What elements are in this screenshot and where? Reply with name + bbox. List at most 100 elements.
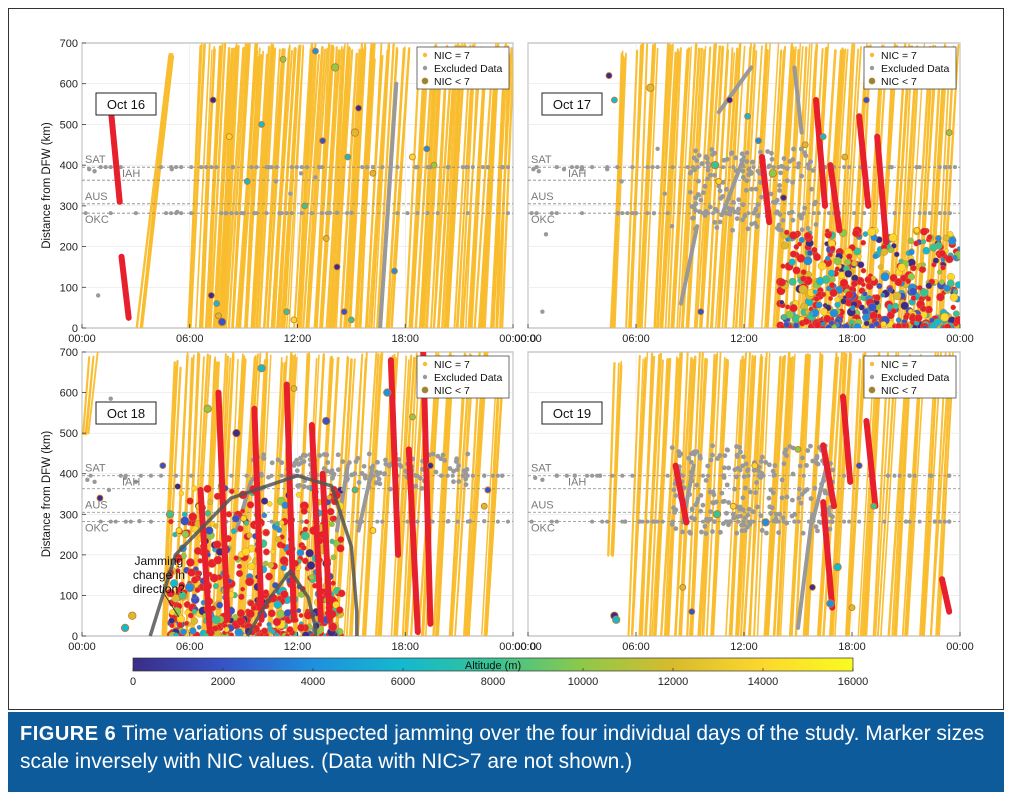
excluded-point	[784, 520, 790, 526]
nic7-track	[395, 357, 416, 636]
excluded-point	[727, 519, 733, 525]
excluded-point	[719, 212, 724, 218]
excluded-point	[772, 463, 778, 468]
nic7-track	[463, 352, 481, 636]
excluded-point	[309, 211, 314, 216]
excluded-point	[753, 186, 759, 192]
nic7-track	[701, 353, 716, 636]
nic7-track	[285, 44, 305, 328]
nic-lt7-point	[270, 628, 276, 635]
nic-lt7-point	[236, 569, 244, 578]
nic7-track	[258, 47, 277, 328]
y-tick-label: 300	[60, 509, 78, 521]
excluded-point	[703, 208, 709, 214]
nic-lt7-point	[890, 308, 897, 315]
excluded-point	[174, 209, 180, 215]
nic-lt7-point	[812, 289, 818, 295]
nic-lt7-point	[863, 320, 870, 327]
nic-lt7-point	[191, 608, 198, 615]
excluded-point	[746, 473, 751, 478]
excluded-point	[289, 211, 294, 216]
excluded-point	[98, 165, 103, 170]
excluded-point	[740, 168, 746, 174]
red-track	[863, 417, 879, 510]
excluded-point	[740, 463, 745, 469]
nic-lt7-point	[240, 586, 246, 592]
excluded-point	[620, 211, 625, 216]
excluded-point	[734, 530, 740, 536]
excluded-point	[721, 157, 727, 163]
excluded-point	[279, 460, 285, 466]
excluded-point	[746, 506, 752, 512]
excluded-point	[842, 519, 847, 524]
excluded-point	[590, 165, 595, 170]
excluded-point	[830, 514, 835, 520]
excluded-point	[219, 211, 224, 216]
excluded-point	[826, 211, 831, 216]
excluded-point	[380, 519, 385, 524]
excluded-point	[590, 473, 595, 478]
nic-lt7-point	[305, 548, 314, 558]
excluded-point	[797, 486, 802, 492]
excluded-point	[720, 499, 726, 505]
nic-lt7-point	[340, 308, 348, 316]
nic-lt7-point	[312, 47, 319, 55]
excluded-point	[687, 492, 693, 497]
nic-lt7-point	[913, 226, 921, 234]
excluded-point	[766, 163, 772, 169]
nic-lt7-point	[257, 364, 266, 373]
nic7-track	[482, 47, 501, 328]
excluded-point	[620, 473, 625, 478]
excluded-point	[269, 519, 274, 524]
nic7-track	[464, 356, 485, 636]
excluded-point	[689, 515, 694, 521]
nic-lt7-point	[886, 303, 893, 310]
nic7-track	[766, 45, 787, 328]
nic-lt7-point	[858, 304, 865, 311]
excluded-point	[669, 522, 675, 527]
nic-lt7-point	[850, 305, 856, 311]
excluded-point	[712, 172, 717, 178]
excluded-point	[676, 449, 682, 455]
excluded-point	[912, 473, 917, 478]
nic7-track	[456, 43, 475, 328]
nic-lt7-point	[940, 312, 950, 322]
excluded-point	[536, 169, 541, 174]
excluded-point	[365, 165, 370, 170]
excluded-point	[693, 195, 699, 201]
nic-lt7-point	[851, 280, 858, 288]
nic-lt7-point	[351, 486, 359, 494]
nic7-track	[872, 352, 890, 636]
excluded-point	[731, 165, 736, 170]
nic-lt7-point	[261, 627, 269, 635]
excluded-point	[718, 529, 723, 535]
excluded-point	[327, 210, 333, 215]
nic-lt7-point	[833, 562, 842, 572]
nic-lt7-point	[267, 561, 275, 569]
excluded-point	[747, 489, 753, 495]
excluded-point	[356, 480, 362, 485]
excluded-point	[500, 473, 505, 478]
annotation-text: Jamming	[135, 554, 184, 568]
excluded-point	[885, 473, 891, 478]
red-track	[813, 97, 828, 209]
nic-lt7-point	[856, 254, 862, 260]
nic7-track	[266, 361, 284, 636]
excluded-point	[430, 451, 436, 457]
colorbar-tick-label: 2000	[211, 676, 235, 688]
nic7-track	[454, 355, 475, 636]
nic-lt7-point	[783, 321, 790, 328]
nic7-track	[613, 52, 627, 328]
excluded-point	[737, 445, 742, 450]
excluded-point	[943, 164, 948, 170]
excluded-point	[456, 479, 462, 484]
excluded-point	[340, 486, 346, 492]
nic7-track	[725, 45, 746, 328]
excluded-point	[742, 213, 748, 219]
y-tick-label: 500	[60, 428, 78, 440]
excluded-point	[549, 519, 554, 524]
excluded-point	[92, 169, 97, 174]
nic7-track	[685, 47, 704, 328]
